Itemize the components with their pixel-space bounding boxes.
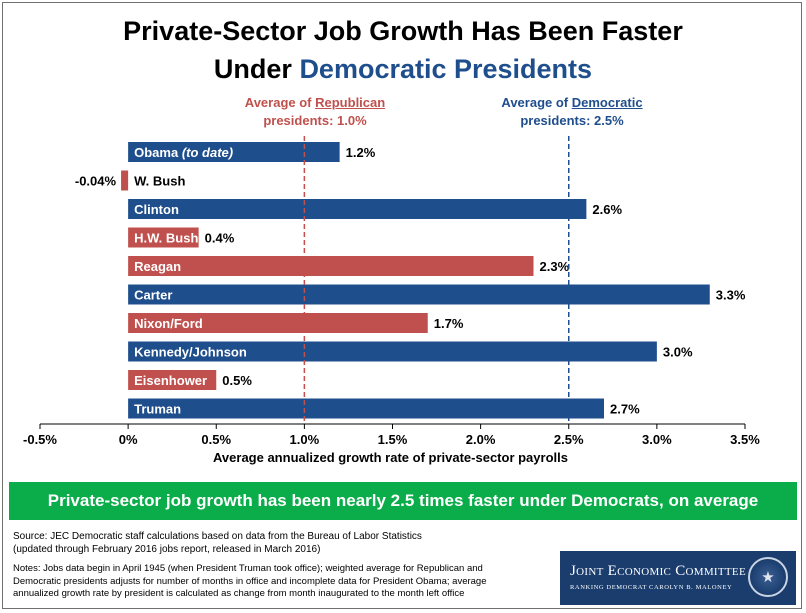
category-label: Eisenhower	[134, 373, 207, 388]
x-tick-label: 3.5%	[730, 432, 760, 447]
value-label: 1.2%	[346, 145, 376, 160]
logo-subtitle: RANKING DEMOCRAT CAROLYN B. MALONEY	[570, 584, 733, 591]
x-tick-label: 1.0%	[290, 432, 320, 447]
rep-avg-prefix: Average of	[244, 95, 316, 110]
notes-line-2: Democratic presidents adjusts for number…	[13, 575, 487, 587]
category-label: Carter	[134, 288, 172, 303]
notes-line-3: annualized growth rate by president is c…	[13, 588, 465, 599]
value-label: 3.3%	[716, 288, 746, 303]
republican-average-label: Average of Republican presidents: 1.0%	[215, 94, 415, 130]
dem-avg-word: Democratic	[571, 95, 643, 110]
bar-w-bush	[121, 170, 129, 191]
bar-eisenhower	[128, 370, 217, 390]
category-label: Truman	[134, 402, 181, 417]
category-label: Clinton	[134, 202, 179, 217]
notes-line-1: Notes: Jobs data begin in April 1945 (wh…	[13, 563, 483, 574]
bar-reagan	[128, 256, 534, 276]
category-label: W. Bush	[134, 174, 185, 189]
chart-title-line1: Private-Sector Job Growth Has Been Faste…	[123, 16, 683, 46]
bar-clinton	[128, 199, 587, 219]
methodology-notes: Notes: Jobs data begin in April 1945 (wh…	[13, 563, 553, 601]
value-label: 2.7%	[610, 402, 640, 417]
x-tick-label: 2.0%	[466, 432, 496, 447]
title-prefix: Under	[213, 54, 300, 84]
category-label: H.W. Bush	[134, 231, 198, 246]
x-tick-label: 1.5%	[378, 432, 408, 447]
value-label: 3.0%	[663, 345, 693, 360]
value-label: 2.6%	[592, 202, 622, 217]
x-tick-label: 0%	[119, 432, 138, 447]
rep-avg-suffix: presidents: 1.0%	[263, 113, 367, 128]
value-label: -0.04%	[75, 174, 117, 189]
value-label: 2.3%	[540, 259, 570, 274]
x-tick-label: -0.5%	[23, 432, 57, 447]
chart-title-line2: Under Democratic Presidents	[0, 52, 806, 86]
category-label: Nixon/Ford	[134, 316, 203, 331]
title-highlight: Democratic Presidents	[299, 54, 593, 84]
x-tick-label: 2.5%	[554, 432, 584, 447]
bar-nixon-ford	[128, 313, 428, 333]
summary-banner: Private-sector job growth has been nearl…	[9, 482, 797, 520]
dem-avg-suffix: presidents: 2.5%	[520, 113, 624, 128]
bar-h-w-bush	[128, 227, 199, 248]
source-line-2: (updated through February 2016 jobs repo…	[13, 544, 321, 555]
value-label: 0.5%	[222, 373, 252, 388]
bar-kennedy-johnson	[128, 341, 657, 362]
bar-carter	[128, 284, 710, 305]
bar-truman	[128, 398, 604, 419]
source-note: Source: JEC Democratic staff calculation…	[13, 530, 573, 556]
category-label: Reagan	[134, 259, 181, 274]
logo-name: Joint Economic Committee	[570, 563, 746, 579]
jec-logo: Joint Economic Committee RANKING DEMOCRA…	[560, 551, 796, 605]
democratic-average-label: Average of Democratic presidents: 2.5%	[472, 94, 672, 130]
x-axis-label: Average annualized growth rate of privat…	[213, 450, 568, 465]
x-tick-label: 0.5%	[201, 432, 231, 447]
congressional-seal-icon	[748, 557, 788, 597]
rep-avg-word: Republican	[315, 95, 386, 110]
value-label: 0.4%	[205, 231, 235, 246]
x-tick-label: 3.0%	[642, 432, 672, 447]
bar-obama	[128, 142, 340, 162]
bar-chart: -0.5% 0% 0.5% 1.0% 1.5% 2.0% 2.5% 3.0% 3.5% Avera…	[23, 136, 760, 465]
category-label: Obama (to date)	[134, 145, 233, 160]
category-label: Kennedy/Johnson	[134, 345, 247, 360]
dem-avg-prefix: Average of	[501, 95, 572, 110]
source-line-1: Source: JEC Democratic staff calculation…	[13, 531, 422, 542]
value-label: 1.7%	[434, 316, 464, 331]
